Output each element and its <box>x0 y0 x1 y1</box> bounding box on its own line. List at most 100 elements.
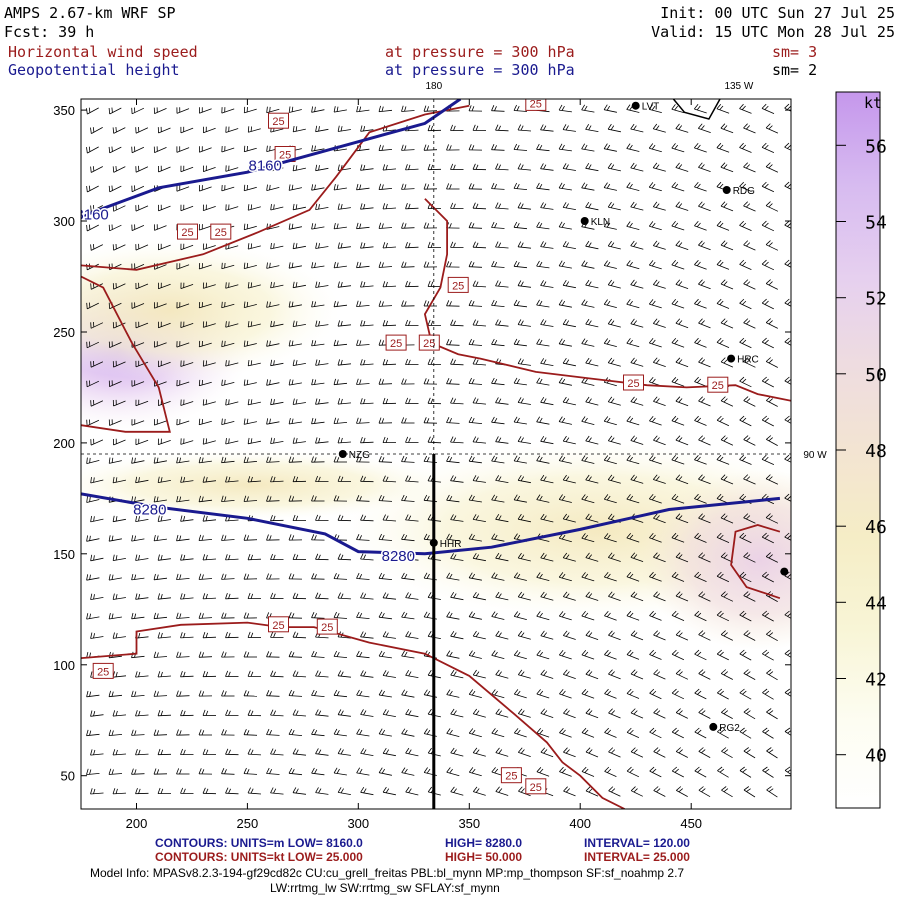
wind-barb-shaft <box>671 381 685 387</box>
wind-barb-feather <box>606 261 611 267</box>
wind-barb-feather <box>520 320 524 326</box>
wind-barb-feather <box>202 438 205 445</box>
wind-barb-feather <box>739 376 745 382</box>
wind-barb-feather <box>111 146 113 152</box>
wind-barb-feather <box>471 262 475 267</box>
wind-barb-feather <box>266 301 268 308</box>
wind-barb <box>202 243 216 250</box>
wind-barb-feather <box>516 301 520 306</box>
wind-barb-shaft <box>468 383 483 385</box>
wind-barb-shaft <box>266 265 280 269</box>
wind-barb <box>315 359 329 366</box>
wind-barb <box>315 398 329 405</box>
wind-barb-shaft <box>743 283 756 290</box>
wind-barb-feather <box>340 320 343 327</box>
wind-barb-feather <box>471 379 475 384</box>
wind-barb-feather <box>606 417 611 423</box>
wind-barb-feather <box>401 222 404 229</box>
wind-barb-feather <box>449 223 452 229</box>
wind-barb-shaft <box>401 500 415 502</box>
wind-barb-feather <box>746 125 750 130</box>
wind-barb-shaft <box>113 322 126 329</box>
wind-barb-shaft <box>135 322 149 329</box>
wind-barb-feather <box>449 262 452 268</box>
wind-barb-feather <box>768 320 773 325</box>
wind-barb-feather <box>588 476 592 481</box>
wind-barb <box>176 107 190 114</box>
wind-barb-shaft <box>716 419 730 427</box>
wind-barb-shaft <box>199 264 212 270</box>
wind-barb <box>90 127 103 134</box>
wind-barb-shaft <box>338 207 351 210</box>
wind-barb-feather <box>607 318 613 325</box>
wind-barb-feather <box>630 318 635 324</box>
wind-barb-feather <box>405 397 409 404</box>
wind-barb-feather <box>221 340 223 347</box>
wind-barb-shaft <box>87 146 99 154</box>
wind-barb-shaft <box>270 441 284 444</box>
wind-barb-feather <box>93 477 95 483</box>
wind-barb-shaft <box>518 441 531 444</box>
wind-barb-feather <box>247 282 250 289</box>
wind-barb-feather <box>494 106 497 111</box>
wind-barb <box>648 182 662 192</box>
wind-barb-shaft <box>203 167 216 172</box>
wind-barb <box>401 222 415 229</box>
wind-barb <box>495 280 509 288</box>
wind-barb <box>225 399 239 406</box>
wind-barb-feather <box>565 359 570 365</box>
wind-barb-feather <box>269 106 271 112</box>
wind-barb-feather <box>205 476 208 483</box>
wind-barb-feather <box>494 262 498 267</box>
wind-barb-shaft <box>675 206 689 211</box>
wind-barb-shaft <box>720 127 734 134</box>
wind-barb <box>423 222 438 229</box>
pink-wind-max-east <box>640 470 791 650</box>
wind-barb-shaft <box>199 225 212 231</box>
wind-barb-feather <box>516 456 520 462</box>
wind-barb <box>603 104 617 113</box>
wind-barb-feather <box>543 164 547 170</box>
wind-barb-feather <box>716 298 722 304</box>
wind-barb-shaft <box>450 480 464 483</box>
wind-barb-feather <box>288 262 291 269</box>
wind-barb-shaft <box>225 206 239 211</box>
y-tick-label: 200 <box>53 436 75 451</box>
wind-barb-feather <box>626 182 631 188</box>
wind-barb <box>517 397 531 405</box>
wind-barb-shaft <box>653 439 666 446</box>
wind-barb-shaft <box>491 227 505 229</box>
wind-barb-feather <box>720 435 726 441</box>
wind-barb <box>495 202 509 210</box>
wind-barb-shaft <box>199 303 212 309</box>
wind-barb-feather <box>765 201 771 206</box>
station-dot <box>722 186 731 194</box>
wind-barb-feather <box>633 164 637 169</box>
wind-barb-feather <box>652 474 658 480</box>
wind-barb <box>720 123 734 134</box>
wind-barb-feather <box>698 474 703 480</box>
wind-barb-feather <box>700 281 705 286</box>
wind-barb-feather <box>585 474 590 481</box>
wind-barb-shaft <box>337 402 352 405</box>
wind-barb-feather <box>742 339 747 344</box>
wind-barb <box>581 338 595 347</box>
wind-barb-shaft <box>604 148 617 152</box>
wind-barb-feather <box>382 319 386 326</box>
wind-barb-feather <box>291 418 294 424</box>
wind-barb-shaft <box>585 245 599 250</box>
wind-barb-feather <box>648 299 654 305</box>
wind-barb-shaft <box>653 245 666 250</box>
wind-barb-shaft <box>739 108 752 114</box>
wind-barb-feather <box>288 223 291 230</box>
wind-barb <box>180 360 194 367</box>
wind-barb-feather <box>764 417 769 422</box>
wind-barb-shaft <box>743 127 756 134</box>
wind-barb-feather <box>633 125 637 130</box>
wind-barb <box>652 162 666 172</box>
wind-barb <box>154 341 167 348</box>
station-dot <box>338 450 347 458</box>
wind-barb-feather <box>696 300 701 306</box>
wind-barb-feather <box>494 145 497 150</box>
wind-barb-shaft <box>293 167 306 172</box>
